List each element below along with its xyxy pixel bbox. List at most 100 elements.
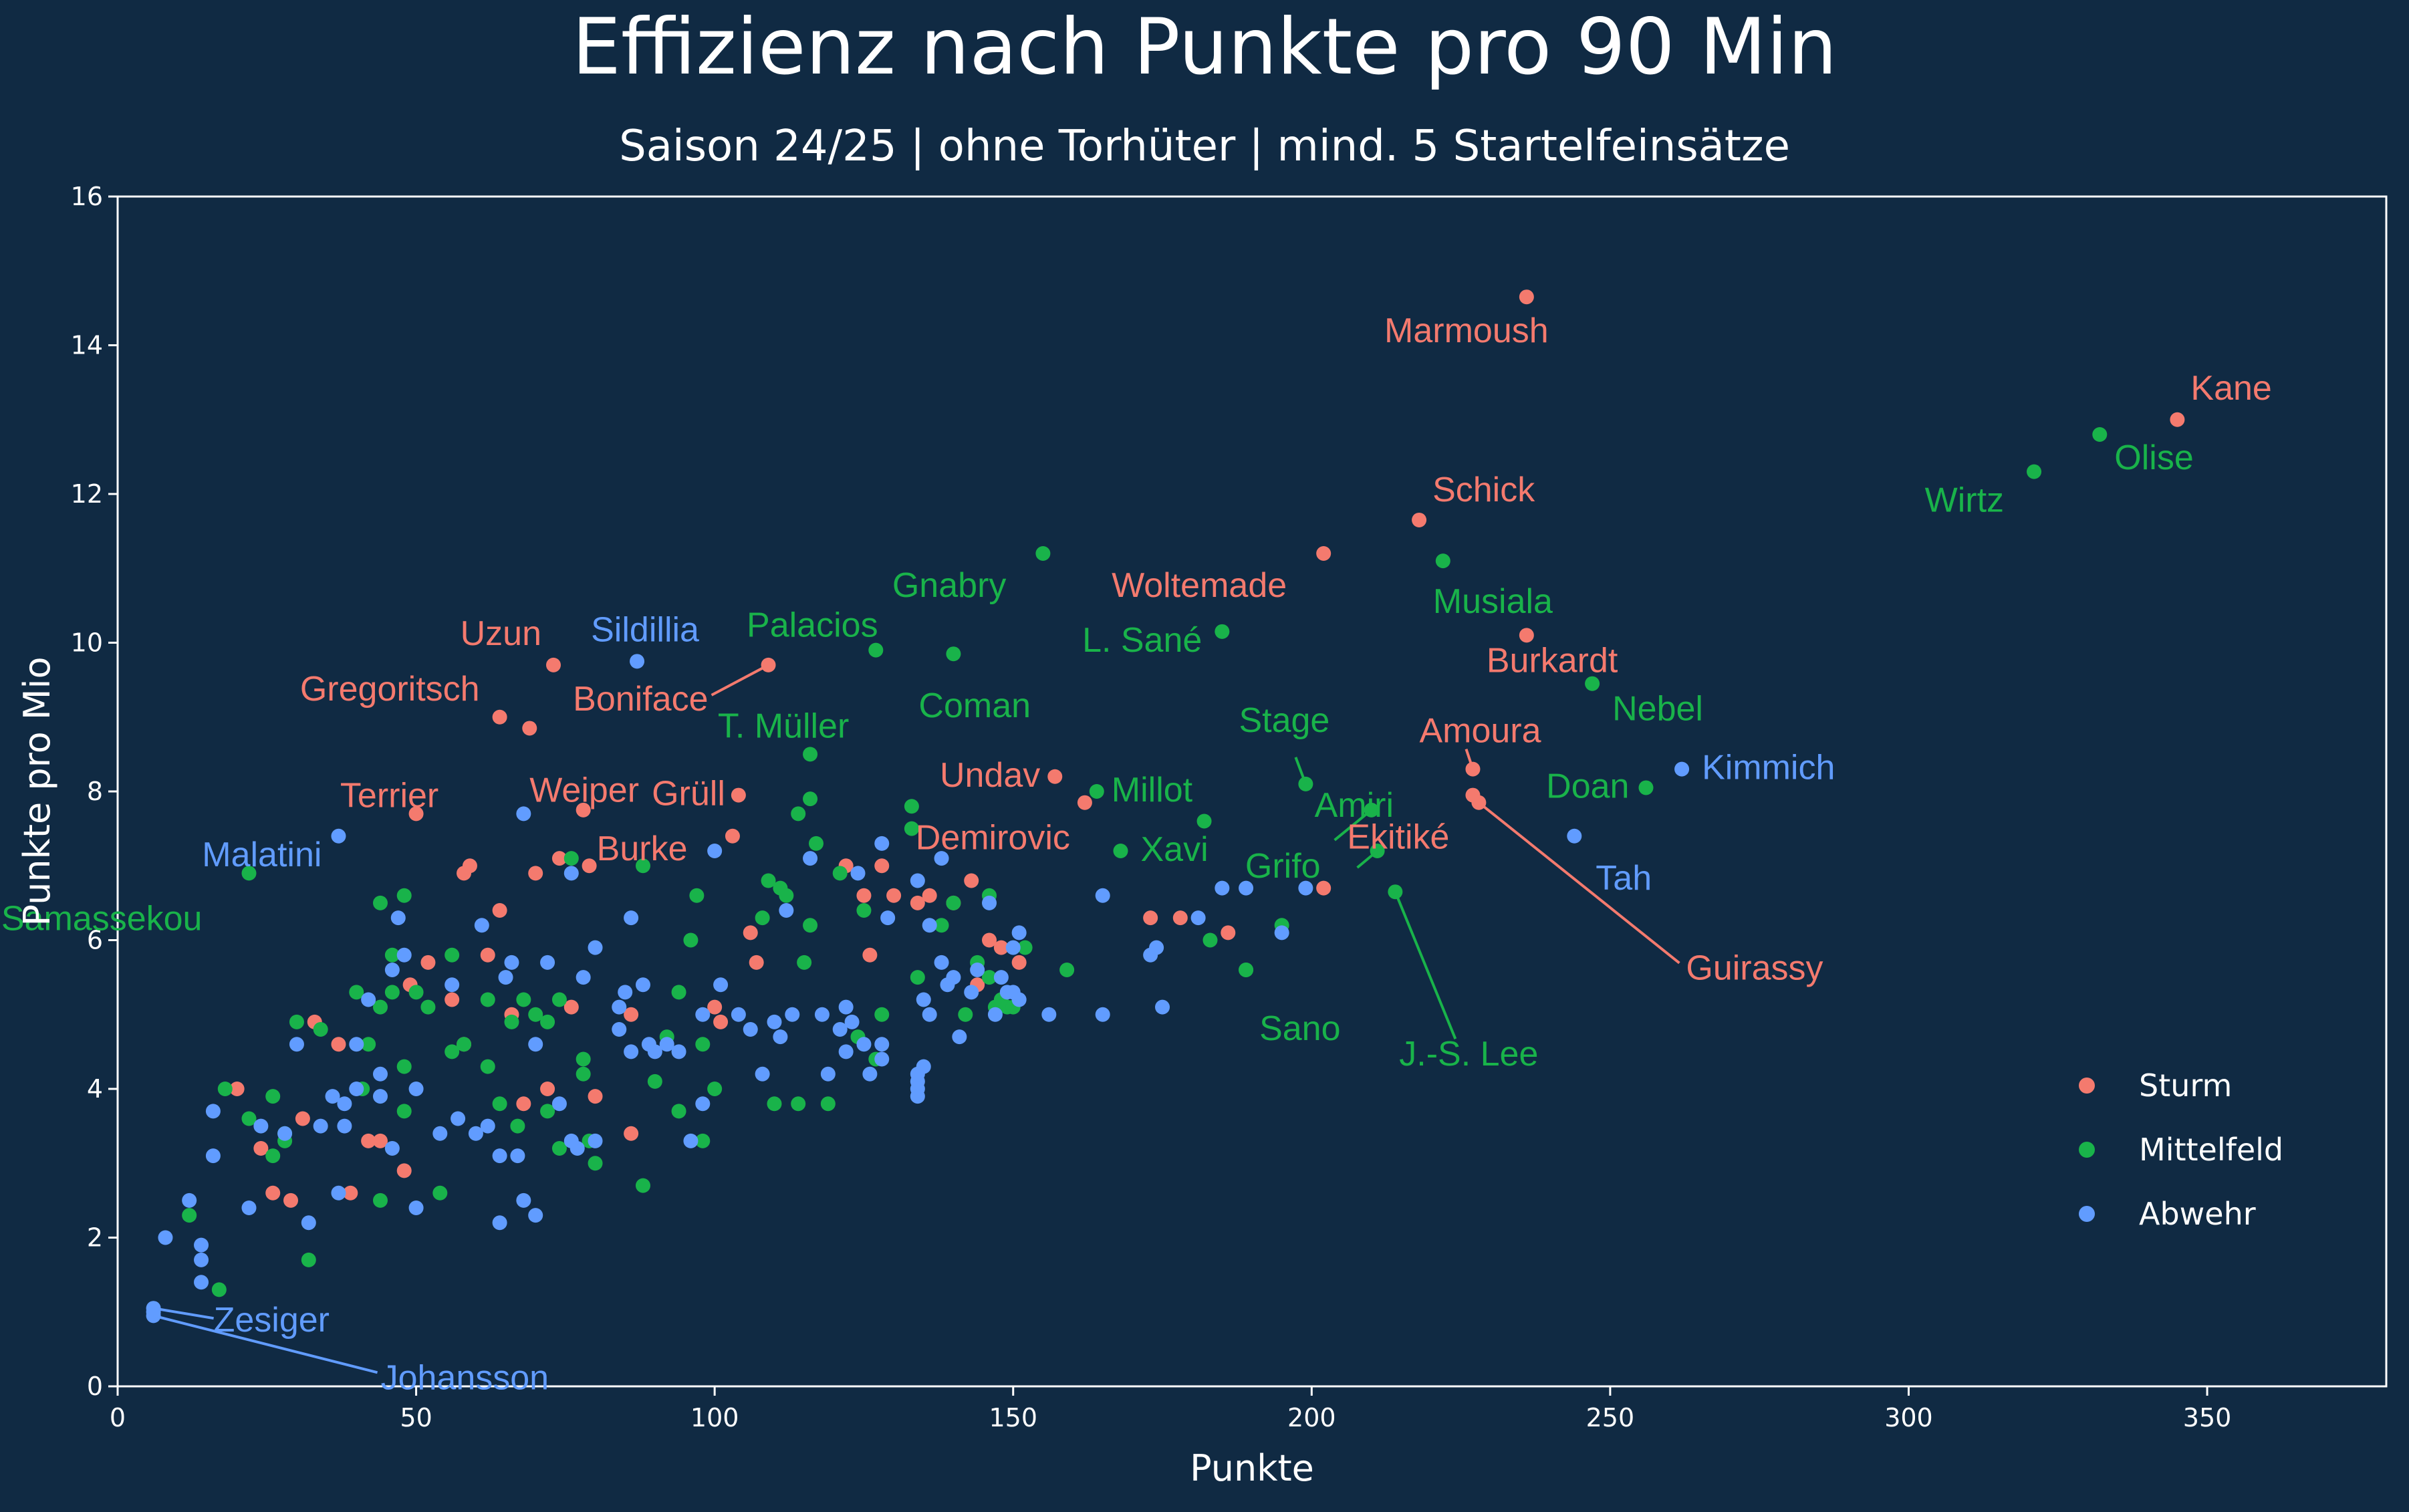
sturm-point bbox=[372, 1133, 388, 1148]
mittelfeld-point bbox=[635, 858, 650, 874]
abwehr-point bbox=[331, 1185, 346, 1201]
sturm-point bbox=[1316, 880, 1332, 896]
abwehr-point bbox=[695, 1096, 711, 1112]
abwehr-point bbox=[253, 1118, 269, 1134]
mittelfeld-point bbox=[313, 1022, 328, 1037]
point-label: Tah bbox=[1596, 859, 1652, 898]
sturm-point bbox=[283, 1192, 299, 1208]
abwehr-point bbox=[862, 1066, 878, 1082]
point-label: Weiper bbox=[529, 771, 639, 809]
point-label: Sano bbox=[1259, 1009, 1340, 1048]
point-label: Gregoritsch bbox=[300, 670, 480, 709]
point-label: Demirovic bbox=[916, 819, 1070, 858]
mittelfeld-point bbox=[808, 836, 823, 851]
sturm-point bbox=[295, 1111, 310, 1126]
abwehr-point bbox=[970, 963, 985, 977]
abwehr-point bbox=[588, 1133, 603, 1148]
x-tick-label: 0 bbox=[110, 1403, 126, 1432]
sturm-point bbox=[707, 999, 723, 1015]
abwehr-point bbox=[647, 1044, 662, 1059]
x-tick-label: 200 bbox=[1287, 1403, 1336, 1432]
abwehr-point bbox=[695, 1007, 711, 1022]
labeled-point bbox=[2092, 427, 2108, 442]
point-label: Marmoush bbox=[1384, 311, 1549, 350]
mittelfeld-point bbox=[182, 1208, 197, 1223]
abwehr-point bbox=[510, 1148, 525, 1164]
y-tick-label: 6 bbox=[87, 926, 103, 955]
abwehr-point bbox=[934, 851, 949, 866]
labeled-point bbox=[1674, 761, 1690, 777]
abwehr-point bbox=[301, 1215, 316, 1231]
abwehr-point bbox=[832, 1022, 848, 1037]
mittelfeld-point bbox=[934, 918, 949, 933]
point-label: Zesiger bbox=[214, 1301, 330, 1340]
labeled-point bbox=[241, 866, 257, 881]
sturm-point bbox=[480, 947, 495, 963]
mittelfeld-point bbox=[647, 1074, 662, 1089]
mittelfeld-point bbox=[761, 873, 776, 888]
sturm-point bbox=[563, 999, 579, 1015]
y-tick-label: 8 bbox=[87, 777, 103, 806]
mittelfeld-point bbox=[576, 1066, 591, 1082]
mittelfeld-point bbox=[457, 1037, 472, 1052]
label-connector bbox=[153, 1307, 214, 1320]
point-label: Schick bbox=[1432, 471, 1535, 509]
y-tick-label: 4 bbox=[87, 1074, 103, 1104]
abwehr-point bbox=[743, 1022, 758, 1037]
y-tick-label: 0 bbox=[87, 1372, 103, 1401]
abwehr-point bbox=[1215, 880, 1230, 896]
sturm-point bbox=[229, 1082, 245, 1096]
sturm-point bbox=[993, 940, 1009, 955]
sturm-point bbox=[516, 1096, 531, 1112]
abwehr-point bbox=[922, 1007, 937, 1022]
sturm-point bbox=[624, 1126, 639, 1141]
mittelfeld-point bbox=[695, 1037, 711, 1052]
abwehr-point bbox=[910, 1089, 925, 1104]
mittelfeld-point bbox=[856, 903, 872, 918]
abwehr-point bbox=[1274, 925, 1289, 940]
legend-key-abwehr bbox=[2079, 1206, 2095, 1222]
mittelfeld-point bbox=[504, 1014, 519, 1029]
point-label: Sildillia bbox=[591, 610, 699, 649]
point-label: Xavi bbox=[1141, 830, 1209, 869]
mittelfeld-point bbox=[420, 999, 436, 1015]
sturm-point bbox=[445, 992, 460, 1007]
abwehr-point bbox=[856, 1037, 872, 1052]
labeled-point bbox=[1638, 780, 1654, 795]
mittelfeld-point bbox=[707, 1082, 723, 1096]
mittelfeld-point bbox=[797, 955, 812, 970]
sturm-point bbox=[749, 955, 764, 970]
mittelfeld-point bbox=[384, 985, 400, 1000]
labeled-point bbox=[1089, 784, 1104, 799]
sturm-point bbox=[528, 866, 543, 881]
abwehr-point bbox=[194, 1252, 209, 1267]
labeled-point bbox=[1585, 676, 1600, 691]
mittelfeld-point bbox=[904, 799, 919, 814]
sturm-point bbox=[862, 947, 878, 963]
mittelfeld-point bbox=[396, 1059, 412, 1074]
label-connectors bbox=[153, 664, 1680, 1374]
mittelfeld-point bbox=[289, 1014, 304, 1029]
mittelfeld-point bbox=[432, 1185, 448, 1201]
mittelfeld-point bbox=[671, 985, 686, 1000]
labeled-point bbox=[868, 642, 884, 658]
abwehr-point bbox=[1190, 910, 1206, 926]
point-label: Kane bbox=[2190, 369, 2271, 408]
labeled-point bbox=[1047, 769, 1063, 784]
abwehr-point bbox=[384, 1141, 400, 1156]
mittelfeld-point bbox=[563, 851, 579, 866]
x-tick-label: 300 bbox=[1884, 1403, 1933, 1432]
abwehr-point bbox=[874, 1051, 890, 1067]
mittelfeld-point bbox=[904, 821, 919, 836]
abwehr-point bbox=[516, 806, 531, 822]
abwehr-point bbox=[779, 903, 794, 918]
mittelfeld-point bbox=[820, 1096, 836, 1112]
point-label: Amiri bbox=[1315, 786, 1394, 825]
y-tick-label: 16 bbox=[71, 182, 103, 211]
abwehr-point bbox=[838, 999, 854, 1015]
y-tick-label: 10 bbox=[71, 628, 103, 658]
labeled-point bbox=[1435, 553, 1450, 569]
point-label: Gnabry bbox=[892, 566, 1007, 605]
abwehr-point bbox=[683, 1133, 699, 1148]
